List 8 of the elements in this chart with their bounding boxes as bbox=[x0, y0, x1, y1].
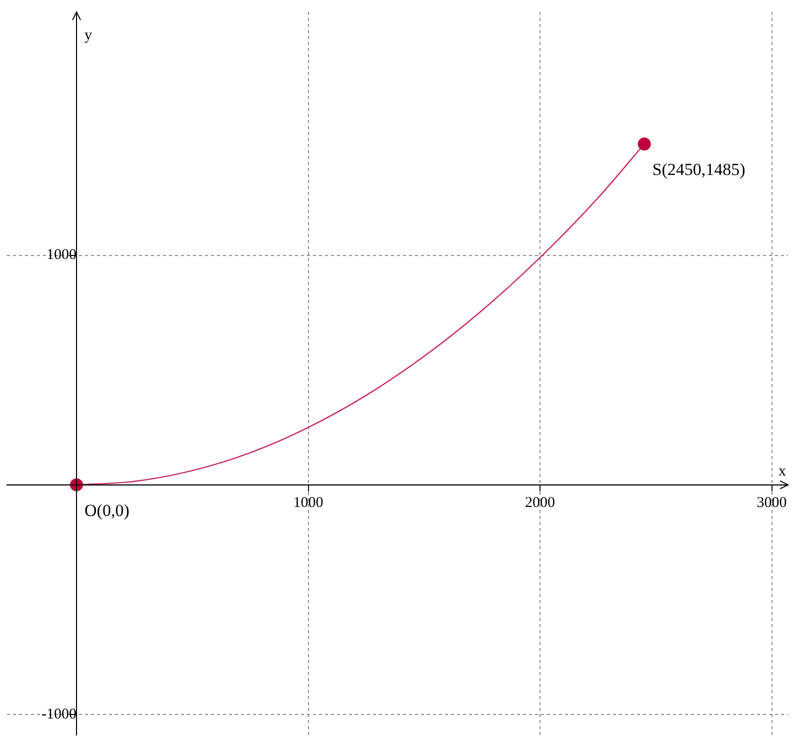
annotation: S(2450,1485) bbox=[652, 160, 746, 179]
x-tick-label: 1000 bbox=[293, 494, 324, 511]
x-tick-label: 2000 bbox=[525, 494, 556, 511]
x-axis-title: x bbox=[778, 463, 786, 480]
x-tick-label: 3000 bbox=[756, 494, 787, 511]
annotation: O(0,0) bbox=[84, 500, 130, 520]
y-tick-label: -1000 bbox=[42, 706, 77, 722]
y-axis-title: y bbox=[84, 27, 93, 44]
